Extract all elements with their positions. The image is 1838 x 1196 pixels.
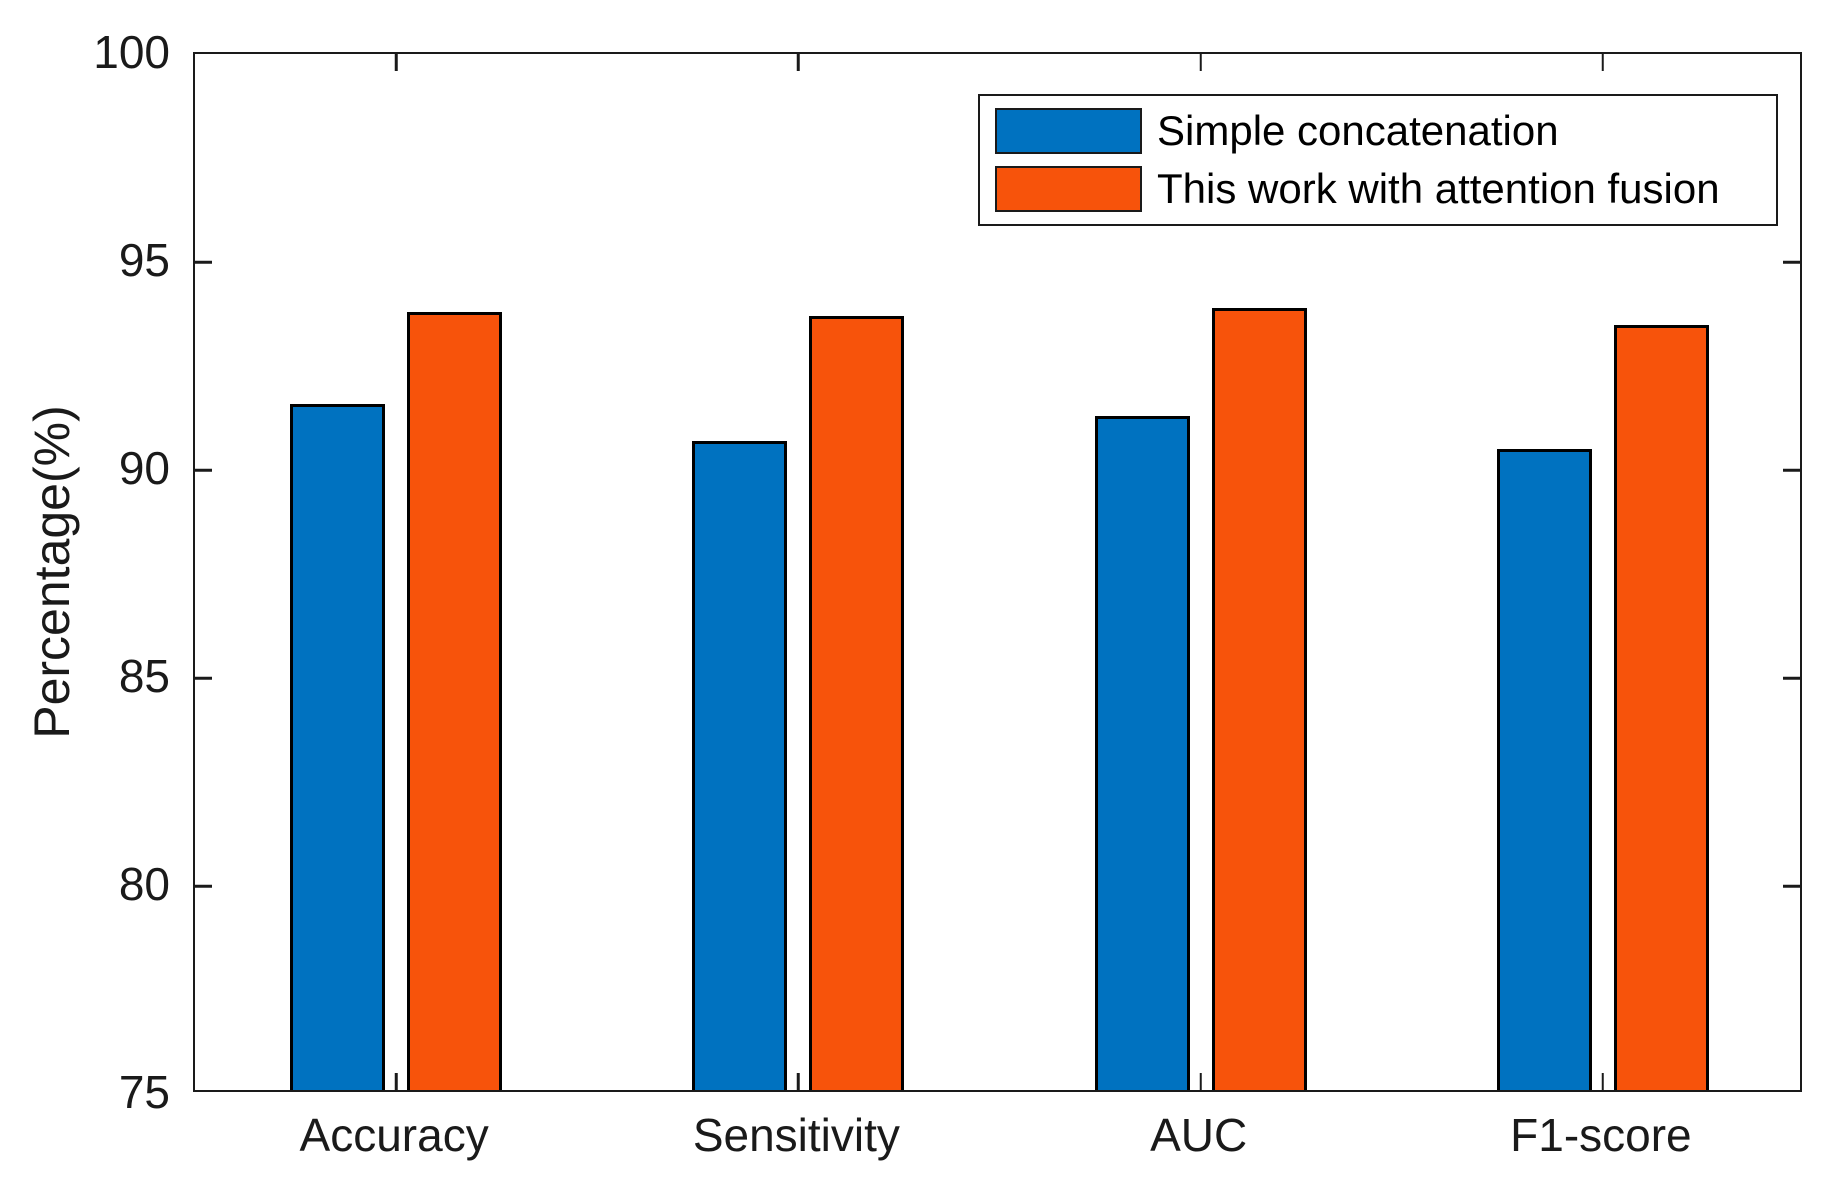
bar-sensitivity-series-1 — [809, 316, 905, 1090]
x-tick-accuracy — [394, 1073, 398, 1090]
y-tick-label-100: 100 — [93, 26, 170, 78]
x-tick-auc — [1199, 54, 1202, 71]
bar-auc-series-0 — [1094, 416, 1190, 1090]
y-tick-label-85: 85 — [118, 650, 170, 702]
legend-label: This work with attention fusion — [1157, 165, 1720, 212]
bar-f1-score-series-1 — [1613, 324, 1709, 1090]
x-tick-f1-score — [1601, 1073, 1605, 1090]
y-tick-label-90: 90 — [118, 442, 170, 494]
x-tick-label-accuracy: Accuracy — [299, 1109, 489, 1161]
y-tick-90 — [195, 468, 212, 472]
y-tick-label-75: 75 — [118, 1066, 170, 1118]
y-tick-90 — [1783, 468, 1800, 472]
legend: Simple concatenation This work with atte… — [978, 94, 1778, 226]
y-tick-label-95: 95 — [118, 234, 170, 286]
y-tick-label-80: 80 — [118, 858, 170, 910]
y-tick-95 — [1783, 260, 1800, 264]
legend-entry-attention-fusion: This work with attention fusion — [995, 166, 1776, 212]
x-tick-accuracy — [394, 54, 398, 71]
bar-sensitivity-series-0 — [692, 441, 788, 1090]
x-tick-label-f1-score: F1-score — [1510, 1109, 1692, 1161]
x-tick-label-auc: AUC — [1150, 1109, 1248, 1161]
legend-label: Simple concatenation — [1157, 107, 1559, 154]
bar-auc-series-1 — [1211, 307, 1307, 1090]
bar-accuracy-series-1 — [407, 312, 503, 1090]
x-tick-label-sensitivity: Sensitivity — [692, 1109, 900, 1161]
x-tick-sensitivity — [797, 1073, 800, 1090]
y-tick-95 — [195, 260, 212, 264]
bar-accuracy-series-0 — [290, 403, 386, 1090]
x-tick-auc — [1199, 1073, 1202, 1090]
x-tick-f1-score — [1601, 54, 1605, 71]
legend-swatch-blue — [995, 108, 1142, 154]
y-tick-85 — [1783, 676, 1800, 680]
x-tick-sensitivity — [797, 54, 800, 71]
legend-entry-simple-concatenation: Simple concatenation — [995, 108, 1776, 154]
bar-f1-score-series-0 — [1496, 449, 1592, 1090]
y-tick-80 — [195, 884, 212, 888]
legend-swatch-orange — [995, 166, 1142, 212]
y-tick-80 — [1783, 884, 1800, 888]
y-tick-85 — [195, 676, 212, 680]
